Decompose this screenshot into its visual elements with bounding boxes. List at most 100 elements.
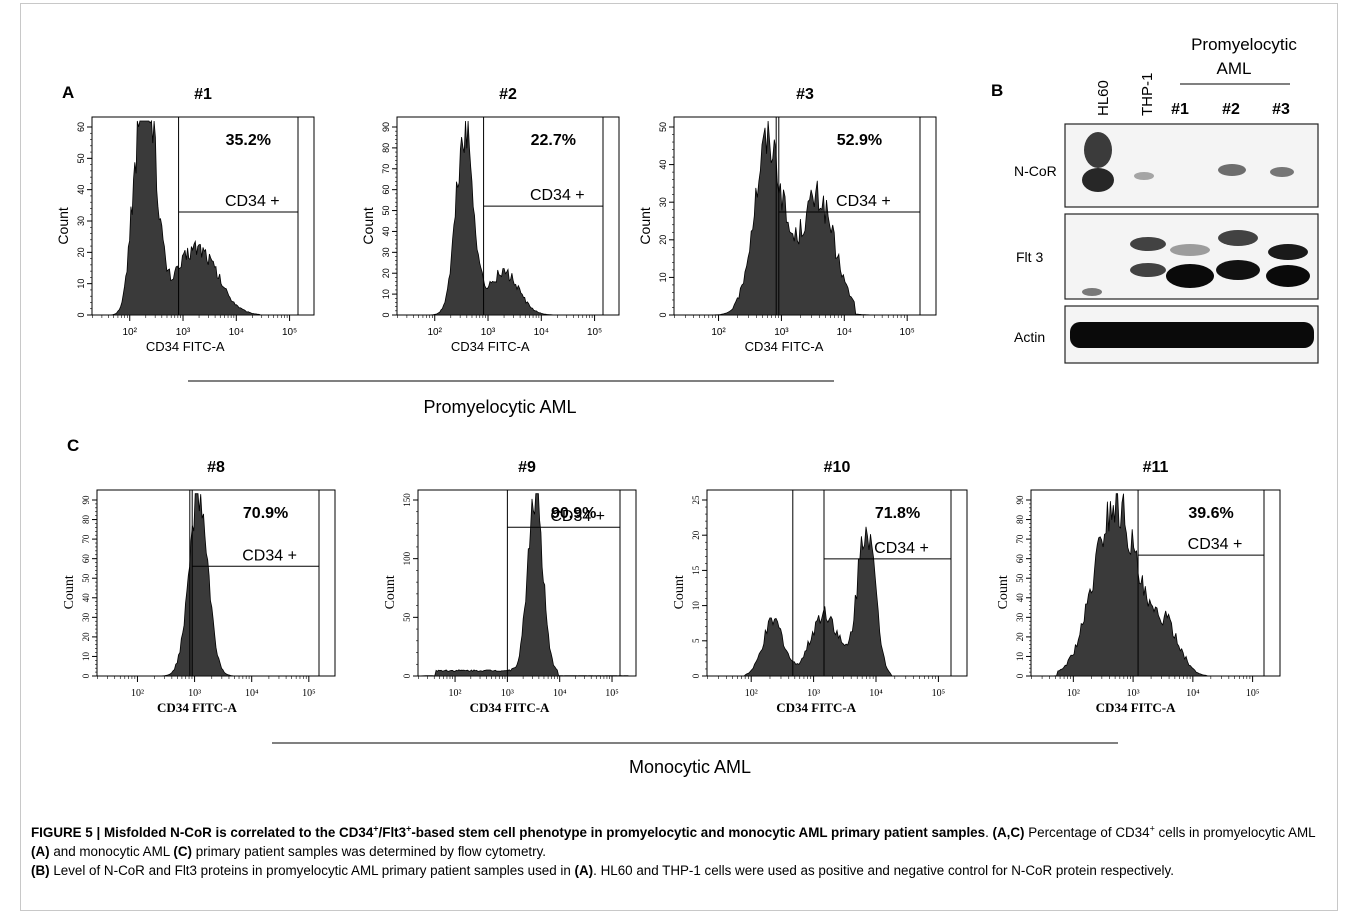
band-flt3-2-a <box>1218 230 1258 246</box>
panel-a-ylabel-1: Count <box>360 207 376 244</box>
panel-a-percentage-2: 52.9% <box>837 132 882 149</box>
panel-a-ytick-label-2-2: 20 <box>658 235 668 245</box>
panel-c-ytick-label-3-2: 20 <box>1015 632 1025 642</box>
panel-a-label: A <box>62 83 74 102</box>
panel-c-ytick-label-3-8: 80 <box>1015 515 1025 525</box>
panel-c-title-3: #11 <box>1143 459 1169 476</box>
panel-a-ytick-label-1-7: 70 <box>381 164 391 174</box>
panel-a-ytick-label-0-3: 30 <box>76 216 86 226</box>
promyelocytic-group-label: Promyelocytic AML <box>423 397 576 417</box>
panel-c-xlabel-3: CD34 FITC-A <box>1096 700 1176 715</box>
panel-a-ytick-label-0-0: 0 <box>76 312 86 317</box>
panel-a-ytick-label-1-9: 90 <box>381 122 391 132</box>
panel-c-ytick-label-0-4: 40 <box>81 593 91 603</box>
panel-c-xlabel-1: CD34 FITC-A <box>470 700 550 715</box>
panel-c-xtick-label-2-1: 10³ <box>807 688 820 699</box>
panel-c-gate-label-0: CD34 + <box>242 547 297 564</box>
panel-a-ytick-label-1-5: 50 <box>381 206 391 216</box>
panel-c-xlabel-0: CD34 FITC-A <box>157 700 237 715</box>
panel-c-histogram-fill-0 <box>97 493 327 677</box>
panel-a-xlabel-2: CD34 FITC-A <box>745 339 824 354</box>
panel-a-histogram-fill-0 <box>92 119 306 316</box>
panel-b-label: B <box>991 81 1003 100</box>
panel-c-ytick-label-0-1: 10 <box>81 651 91 661</box>
panel-a-xtick-label-2-2: 10⁴ <box>837 327 852 338</box>
panel-c-percentage-0: 70.9% <box>243 505 288 522</box>
panel-c-xtick-label-1-3: 10⁵ <box>605 688 619 699</box>
panel-c-ytick-label-0-0: 0 <box>81 673 91 678</box>
panel-a-title-1: #2 <box>499 86 517 103</box>
panel-a-ytick-label-1-1: 10 <box>381 289 391 299</box>
panel-c-ytick-label-0-5: 50 <box>81 573 91 583</box>
panel-c-histogram-3: #11 39.6% CD34 + 0 10 20 30 40 50 60 70 80 90 10² 10³ 1… <box>996 459 1281 715</box>
panel-c-histogram-0: #8 70.9% CD34 + 0 10 20 30 40 50 60 70 80 90 10² 10³ 10… <box>62 459 336 715</box>
panel-c-ytick-label-3-7: 70 <box>1015 534 1025 544</box>
panel-c-ytick-label-0-8: 80 <box>81 515 91 525</box>
panel-a-xlabel-0: CD34 FITC-A <box>146 339 225 354</box>
panel-c-xlabel-2: CD34 FITC-A <box>776 700 856 715</box>
band-ncor-hl60-b <box>1082 168 1114 192</box>
panel-c-xtick-label-1-1: 10³ <box>501 688 514 699</box>
panel-c-ytick-label-3-9: 90 <box>1015 495 1025 505</box>
panel-c-xtick-label-0-2: 10⁴ <box>245 688 259 699</box>
panel-c-gate-label-3: CD34 + <box>1188 536 1243 553</box>
panel-c-ytick-label-2-3: 15 <box>691 565 701 575</box>
panel-a-xtick-label-1-2: 10⁴ <box>534 327 549 338</box>
blot-group-label-line1: Promyelocytic <box>1191 35 1297 54</box>
panel-a-ylabel-0: Count <box>55 207 71 244</box>
band-flt3-hl60 <box>1082 288 1102 296</box>
panel-c-ytick-label-2-4: 20 <box>691 530 701 540</box>
panel-a-xtick-label-2-0: 10² <box>711 327 726 338</box>
panel-c-xtick-label-3-3: 10⁵ <box>1246 688 1260 699</box>
panel-c-xtick-label-0-0: 10² <box>131 688 144 699</box>
band-flt3-thp1-a <box>1130 237 1166 251</box>
panel-a-ytick-label-0-6: 60 <box>76 122 86 132</box>
panel-a-gate-label-1: CD34 + <box>530 187 585 204</box>
panel-a-histogram-2: #3 52.9% CD34 + 0 10 20 30 40 50 10² 10³ 10⁴ 10⁵ Coun… <box>637 86 937 354</box>
panel-a-ytick-label-0-1: 10 <box>76 279 86 289</box>
panel-a-histogram-0: #1 35.2% CD34 + 0 10 20 30 40 50 60 10² 10³ 10⁴ 10⁵ Co… <box>55 86 315 354</box>
panel-a-ytick-label-1-3: 30 <box>381 247 391 257</box>
panel-c-title-2: #10 <box>824 459 851 476</box>
panel-c-ytick-label-2-5: 25 <box>691 495 701 505</box>
panel-c-title-1: #9 <box>518 459 536 476</box>
band-ncor-hl60-a <box>1084 132 1112 168</box>
panel-c-xtick-label-1-2: 10⁴ <box>553 688 567 699</box>
panel-c-ytick-label-0-6: 60 <box>81 554 91 564</box>
lane-label-thp1: THP-1 <box>1139 73 1156 116</box>
panel-c-histogram-fill-3 <box>1031 493 1272 677</box>
blot-label-flt3: Flt 3 <box>1016 249 1043 265</box>
panel-a-ytick-label-1-4: 40 <box>381 226 391 236</box>
panel-a-title-0: #1 <box>194 86 212 103</box>
panel-c-xtick-label-0-3: 10⁵ <box>302 688 316 699</box>
panel-c-ytick-label-0-3: 30 <box>81 612 91 622</box>
panel-a-ytick-label-2-4: 40 <box>658 160 668 170</box>
panel-a-xtick-label-1-0: 10² <box>428 327 443 338</box>
panel-a-xtick-label-0-0: 10² <box>123 327 138 338</box>
panel-c-ytick-label-1-1: 50 <box>402 612 412 622</box>
panel-c-ytick-label-2-0: 0 <box>691 673 701 678</box>
band-flt3-1-a <box>1170 244 1210 256</box>
panel-c-ylabel-3: Count <box>996 575 1011 609</box>
panel-c-ytick-label-1-2: 100 <box>402 551 412 565</box>
band-ncor-thp1 <box>1134 172 1154 180</box>
band-flt3-thp1-b <box>1130 263 1166 277</box>
panel-a-ytick-label-1-8: 80 <box>381 143 391 153</box>
panel-c-ylabel-0: Count <box>62 575 77 609</box>
panel-c-xtick-label-3-0: 10² <box>1067 688 1080 699</box>
band-ncor-3 <box>1270 167 1294 177</box>
panel-c-ytick-label-0-7: 70 <box>81 534 91 544</box>
panel-a-histogram-fill-1 <box>397 120 611 316</box>
panel-a-xtick-label-2-1: 10³ <box>774 327 789 338</box>
panel-c-label: C <box>67 436 79 455</box>
panel-a-xtick-label-1-3: 10⁵ <box>587 327 602 338</box>
panel-a-gate-label-2: CD34 + <box>836 193 891 210</box>
band-flt3-2-b <box>1216 260 1260 280</box>
panel-c-ytick-label-3-0: 0 <box>1015 673 1025 678</box>
panel-c-gate-label-2: CD34 + <box>874 540 929 557</box>
panel-a-xtick-label-2-3: 10⁵ <box>900 327 915 338</box>
panel-c-ytick-label-3-3: 30 <box>1015 612 1025 622</box>
western-blot: Promyelocytic AML HL60 THP-1 #1 #2 #3 N-… <box>1014 35 1319 364</box>
panel-c-title-0: #8 <box>207 459 225 476</box>
